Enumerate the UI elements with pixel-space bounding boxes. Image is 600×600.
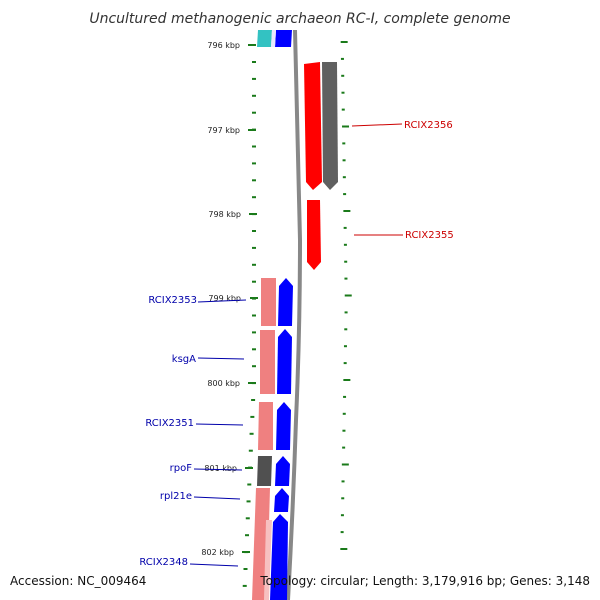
gene-rcix2355-reverse[interactable] xyxy=(307,200,321,270)
gene-label-rpof[interactable]: rpoF xyxy=(170,463,243,474)
gene-rcix2351-cds[interactable] xyxy=(258,402,273,450)
gene-rcix2348-gap xyxy=(264,520,272,600)
scale-tick: 797 kbp xyxy=(207,126,256,135)
scale-tick: 799 kbp xyxy=(208,294,258,303)
scale-tick-label: 801 kbp xyxy=(204,464,237,473)
outer-tick-marks xyxy=(340,41,352,550)
gene-rcix2353-cds[interactable] xyxy=(261,278,276,326)
accession-text: Accession: NC_009464 xyxy=(10,574,147,588)
gene-label-rcix2351[interactable]: RCIX2351 xyxy=(145,418,244,429)
scale-tick-label: 797 kbp xyxy=(207,126,240,135)
gene-rcix2356-reverse[interactable] xyxy=(304,62,322,190)
gene-label-text: RCIX2351 xyxy=(145,418,194,429)
map-title: Uncultured methanogenic archaeon RC-I, c… xyxy=(89,11,510,27)
scale-tick-label: 796 kbp xyxy=(207,41,240,50)
scale-tick-label: 802 kbp xyxy=(201,548,234,557)
gene-rcix2351-forward[interactable] xyxy=(276,402,291,450)
blue-gene-fragment-top[interactable] xyxy=(275,30,292,47)
gene-label-text: RCIX2355 xyxy=(405,230,454,241)
gene-rcix2356-cds[interactable] xyxy=(322,62,338,190)
minor-tick-marks xyxy=(242,61,256,587)
gene-label-text: RCIX2348 xyxy=(139,557,188,568)
gene-label-rpl21e[interactable]: rpl21e xyxy=(160,491,241,502)
white-gap-fragment xyxy=(271,30,276,47)
teal-gene-fragment[interactable] xyxy=(257,30,272,47)
gene-rcix2353-forward[interactable] xyxy=(278,278,293,326)
gene-label-text: RCIX2356 xyxy=(404,120,453,131)
gene-label-ksga[interactable]: ksgA xyxy=(172,354,245,365)
genome-summary-text: Topology: circular; Length: 3,179,916 bp… xyxy=(260,574,590,588)
gene-labels: RCIX2356 RCIX2355 RCIX2353 ksgA RCIX2351… xyxy=(139,120,453,568)
scale-tick: 802 kbp xyxy=(201,548,250,557)
scale-ticks: 796 kbp 797 kbp 798 kbp 799 kbp 800 kbp … xyxy=(201,41,258,557)
gene-label-text: ksgA xyxy=(172,354,196,365)
gene-label-rcix2353[interactable]: RCIX2353 xyxy=(148,295,247,306)
gene-rpof-other[interactable] xyxy=(257,456,272,486)
scale-tick-label: 800 kbp xyxy=(207,379,240,388)
gene-label-rcix2355[interactable]: RCIX2355 xyxy=(354,230,454,241)
scale-tick-label: 798 kbp xyxy=(208,210,241,219)
scale-tick-label: 799 kbp xyxy=(208,294,241,303)
scale-tick: 798 kbp xyxy=(208,210,257,219)
scale-tick: 796 kbp xyxy=(207,41,256,50)
gene-rpof-forward[interactable] xyxy=(275,456,290,486)
gene-label-text: rpoF xyxy=(170,463,193,474)
gene-label-rcix2356[interactable]: RCIX2356 xyxy=(351,120,453,131)
scale-tick: 800 kbp xyxy=(207,379,256,388)
gene-features xyxy=(252,30,338,600)
scale-tick: 801 kbp xyxy=(204,464,253,473)
gene-rpl21e-forward[interactable] xyxy=(274,488,289,512)
gene-ksga-cds[interactable] xyxy=(260,330,275,394)
gene-ksga-forward[interactable] xyxy=(277,329,292,394)
gene-label-rcix2348[interactable]: RCIX2348 xyxy=(139,557,239,568)
gene-label-text: rpl21e xyxy=(160,491,192,502)
gene-label-text: RCIX2353 xyxy=(148,295,197,306)
gene-rcix2348-forward[interactable] xyxy=(270,514,288,600)
genome-backbone xyxy=(286,29,303,600)
